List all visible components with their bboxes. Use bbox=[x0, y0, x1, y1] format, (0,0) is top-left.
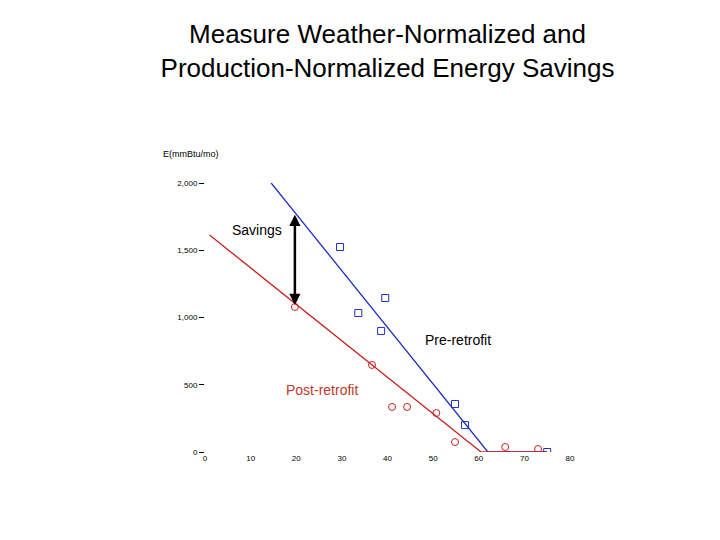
svg-text:80: 80 bbox=[566, 454, 575, 463]
svg-text:20: 20 bbox=[292, 454, 301, 463]
svg-text:0: 0 bbox=[193, 448, 198, 457]
svg-text:10: 10 bbox=[246, 454, 255, 463]
svg-text:0: 0 bbox=[203, 454, 208, 463]
svg-text:2,000: 2,000 bbox=[177, 179, 198, 188]
svg-text:30: 30 bbox=[337, 454, 346, 463]
svg-text:1,000: 1,000 bbox=[177, 313, 198, 322]
svg-text:500: 500 bbox=[184, 381, 198, 390]
svg-text:Post-retrofit: Post-retrofit bbox=[286, 382, 358, 398]
svg-text:1,500: 1,500 bbox=[177, 246, 198, 255]
svg-text:Measure Weather-Normalized and: Measure Weather-Normalized andProduction… bbox=[161, 19, 615, 83]
svg-text:70: 70 bbox=[520, 454, 529, 463]
svg-text:50: 50 bbox=[429, 454, 438, 463]
svg-text:60: 60 bbox=[474, 454, 483, 463]
svg-text:Pre-retrofit: Pre-retrofit bbox=[425, 332, 491, 348]
svg-text:E(mmBtu/mo): E(mmBtu/mo) bbox=[163, 149, 219, 159]
svg-text:Savings: Savings bbox=[232, 222, 282, 238]
svg-text:40: 40 bbox=[383, 454, 392, 463]
